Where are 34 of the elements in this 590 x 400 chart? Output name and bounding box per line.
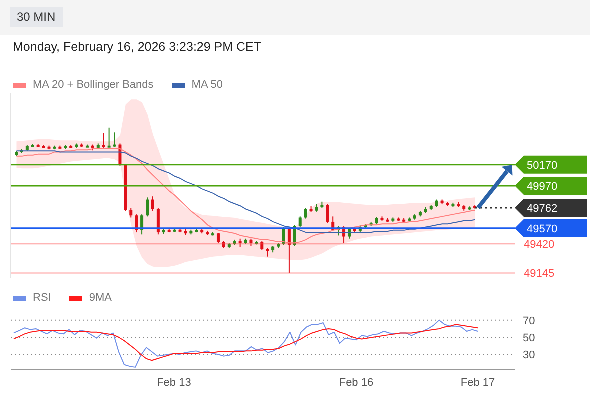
candlestick bbox=[151, 196, 154, 212]
x-tick-label: Feb 13 bbox=[157, 376, 192, 389]
chart-subtitle: Monday, February 16, 2026 3:23:29 PM CET bbox=[13, 40, 262, 54]
ref-line-label: 49420 bbox=[524, 239, 555, 252]
ref-line-label: 49970 bbox=[527, 181, 558, 194]
line-series bbox=[14, 320, 478, 368]
y-tick-label: 50 bbox=[523, 332, 536, 344]
candlestick bbox=[140, 214, 144, 236]
legend-label: RSI bbox=[33, 292, 52, 304]
line-series bbox=[14, 324, 478, 362]
candlestick bbox=[156, 208, 160, 236]
candlestick bbox=[304, 208, 308, 220]
candlestick bbox=[288, 227, 291, 274]
x-tick-label: Feb 17 bbox=[460, 376, 496, 389]
candlestick bbox=[102, 132, 106, 148]
candlestick bbox=[108, 127, 111, 148]
ref-line-label: 49570 bbox=[527, 223, 558, 236]
candlestick bbox=[113, 132, 116, 148]
y-tick-label: 30 bbox=[523, 350, 536, 362]
ref-line-label: 49762 bbox=[527, 203, 558, 216]
legend-label: MA 20 + Bollinger Bands bbox=[33, 79, 154, 91]
y-tick-label: 70 bbox=[523, 315, 536, 328]
candlestick bbox=[146, 197, 150, 218]
legend-label: 9MA bbox=[89, 292, 112, 304]
candlestick bbox=[130, 208, 133, 218]
x-tick-label: Feb 16 bbox=[339, 376, 374, 389]
candlestick bbox=[216, 232, 220, 244]
ref-line-label: 50170 bbox=[527, 160, 558, 172]
text: 30 MIN bbox=[10, 7, 63, 27]
candlestick bbox=[326, 204, 330, 224]
candlestick bbox=[135, 214, 138, 234]
legend-label: MA 50 bbox=[192, 79, 223, 91]
ref-line-label: 49145 bbox=[524, 268, 555, 280]
candlestick bbox=[298, 216, 302, 228]
